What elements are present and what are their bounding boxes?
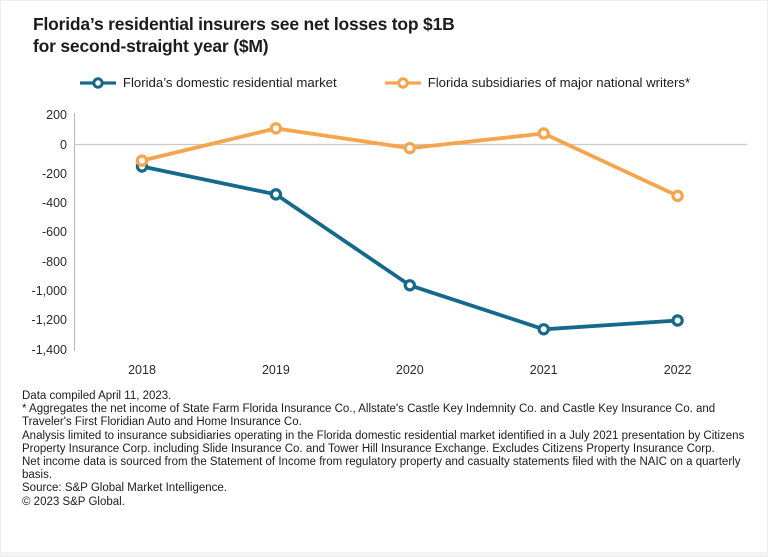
legend-line-marker-icon xyxy=(384,76,421,89)
y-axis-label: -600 xyxy=(41,225,67,240)
y-axis-label: -200 xyxy=(41,166,67,181)
y-axis-label: -800 xyxy=(41,254,67,269)
y-axis-label: -1,400 xyxy=(31,342,67,357)
legend: Florida’s domestic residential market Flo… xyxy=(1,75,767,90)
y-axis-label: 0 xyxy=(60,137,67,152)
bottom-strip xyxy=(1,552,767,556)
x-axis-label: 2020 xyxy=(395,363,424,377)
series-line-1 xyxy=(140,126,680,198)
data-point-marker xyxy=(269,188,283,201)
x-axis-label: 2018 xyxy=(128,363,156,377)
data-point-marker xyxy=(135,154,149,167)
data-point-marker xyxy=(671,314,684,327)
y-axis-label: -1,000 xyxy=(31,284,67,299)
footnote-line: Source: S&P Global Market Intelligence. xyxy=(22,482,227,495)
data-point-marker xyxy=(403,279,416,292)
legend-line-marker-icon xyxy=(79,76,116,89)
chart-title: Florida’s residential insurers see net l… xyxy=(33,14,455,57)
data-point-marker xyxy=(537,323,550,336)
y-axis-label: -1,200 xyxy=(31,313,67,328)
data-point-marker xyxy=(671,189,684,203)
footnote-line: Net income data is sourced from the Stat… xyxy=(22,456,741,482)
footnote-line: Analysis limited to insurance subsidiari… xyxy=(22,429,745,455)
chart-title-line1: Florida’s residential insurers see net l… xyxy=(33,14,455,34)
legend-item-0: Florida’s domestic residential market xyxy=(79,75,337,90)
footnote-line: Data compiled April 11, 2023. xyxy=(22,390,172,402)
x-axis-label: 2022 xyxy=(663,363,692,377)
legend-label: Florida’s domestic residential market xyxy=(122,75,337,90)
x-axis-label: 2021 xyxy=(529,363,558,377)
y-axis-label: -400 xyxy=(41,196,67,211)
series-line-0 xyxy=(140,164,680,332)
footnote-line: * Aggregates the net income of State Far… xyxy=(22,403,716,429)
legend-item-1: Florida subsidiaries of major national w… xyxy=(384,75,691,90)
chart-title-line2: for second-straight year ($M) xyxy=(33,35,269,56)
data-point-marker xyxy=(269,122,283,135)
footnote-line: © 2023 S&P Global. xyxy=(22,495,125,508)
footnotes: Data compiled April 11, 2023. * Aggregate… xyxy=(22,390,748,509)
data-point-marker xyxy=(537,127,550,140)
y-axis-label: 200 xyxy=(46,108,67,123)
x-axis-label: 2019 xyxy=(261,363,290,377)
legend-label: Florida subsidiaries of major national w… xyxy=(427,75,691,90)
data-point-marker xyxy=(403,141,416,155)
